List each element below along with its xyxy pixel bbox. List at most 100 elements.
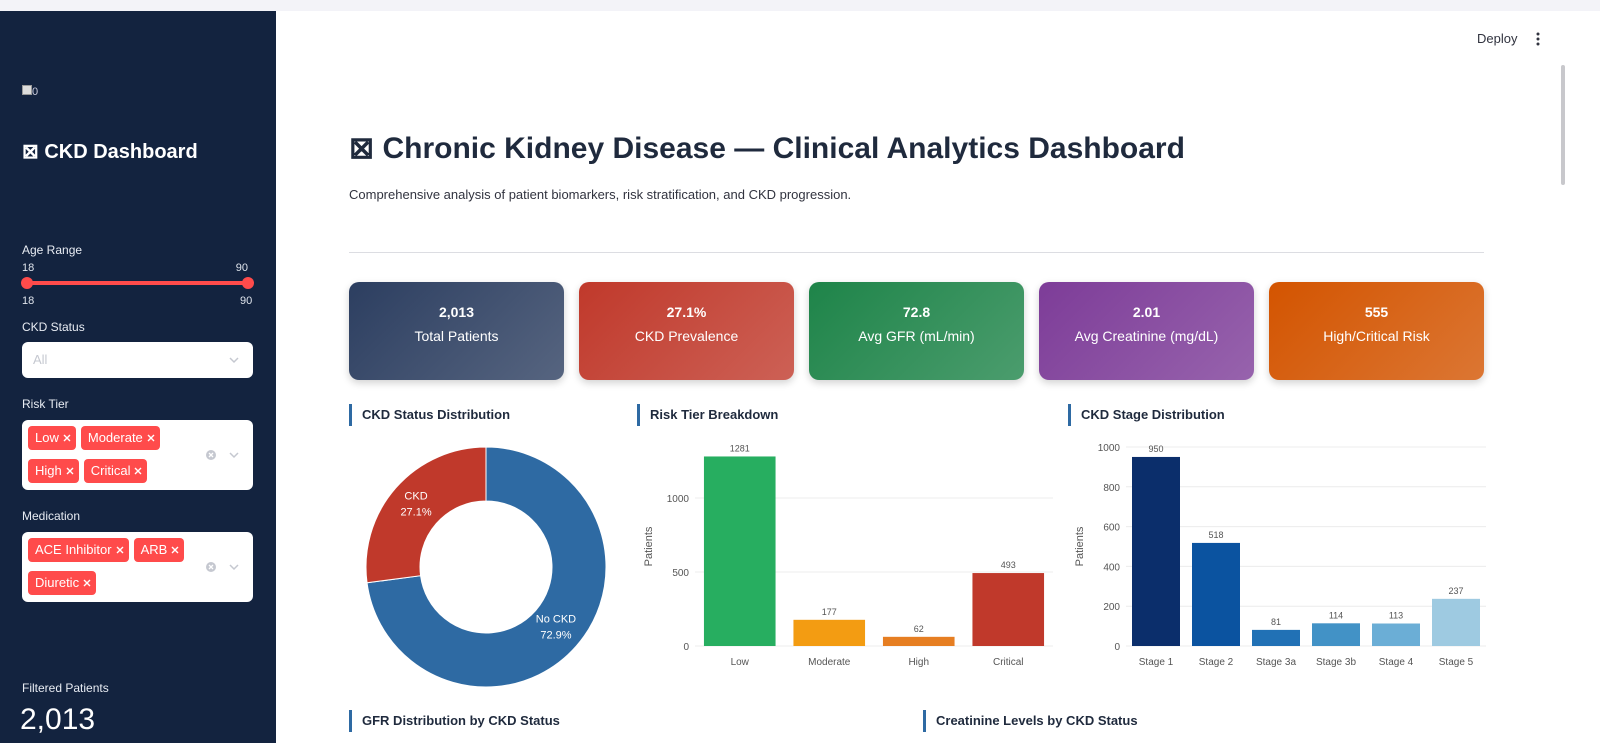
section-title: CKD Status Distribution <box>349 404 510 426</box>
sidebar: 0 ⊠ CKD Dashboard Age Range 18 90 18 90 C… <box>0 11 276 743</box>
select-controls <box>206 562 239 572</box>
y-tick-label: 0 <box>683 642 689 653</box>
age-max: 90 <box>240 295 253 307</box>
slider-handle[interactable] <box>21 277 33 289</box>
kpi-value: 27.1% <box>666 304 707 320</box>
bar <box>1252 629 1300 646</box>
medication-multiselect[interactable]: ACE Inhibitor ARB Diuretic <box>22 532 253 602</box>
x-tick-label: Moderate <box>808 657 851 668</box>
select-controls <box>206 450 239 460</box>
x-tick-label: Stage 4 <box>1379 657 1414 668</box>
slice-value-label: 72.9% <box>540 629 571 641</box>
filtered-value: 2,013 <box>20 703 96 736</box>
logo-alt: 0 <box>32 86 39 98</box>
remove-icon <box>63 434 71 442</box>
bar <box>1312 623 1360 646</box>
x-tick-label: Critical <box>993 657 1024 668</box>
select-placeholder: All <box>33 352 48 367</box>
kpi-value: 2.01 <box>1132 304 1161 320</box>
bar-value-label: 1281 <box>730 443 750 453</box>
main-menu[interactable] <box>1533 31 1543 47</box>
filtered-label: Filtered Patients <box>22 681 109 695</box>
tag: High <box>28 459 79 483</box>
kpi-label: Total Patients <box>414 328 499 344</box>
bar-value-label: 950 <box>1148 444 1163 454</box>
y-axis-title: Patients <box>643 526 655 566</box>
y-tick-label: 800 <box>1103 483 1120 494</box>
bar-value-label: 518 <box>1208 530 1223 540</box>
donut-slice <box>365 446 487 584</box>
kpi-card: 2,013 Total Patients <box>349 282 564 380</box>
bar-value-label: 62 <box>914 624 924 634</box>
y-tick-label: 0 <box>1114 642 1120 653</box>
tag: Low <box>28 426 76 450</box>
kpi-value: 555 <box>1364 304 1389 320</box>
scrollbar[interactable] <box>1561 65 1565 185</box>
y-tick-label: 400 <box>1103 562 1120 573</box>
section-title: GFR Distribution by CKD Status <box>349 710 560 732</box>
remove-icon <box>83 579 91 587</box>
tag-remove[interactable] <box>146 433 156 443</box>
slider-value: 18 <box>22 262 34 274</box>
bar-value-label: 493 <box>1001 560 1016 570</box>
sidebar-title: ⊠ CKD Dashboard <box>22 141 198 163</box>
ckd-status-select[interactable]: All <box>22 342 253 378</box>
slider-value: 90 <box>236 262 248 274</box>
tag: Diuretic <box>28 571 97 595</box>
remove-icon <box>147 434 155 442</box>
bar-value-label: 113 <box>1389 611 1403 621</box>
kpi-label: High/Critical Risk <box>1323 328 1430 344</box>
remove-icon <box>66 467 74 475</box>
donut-slice <box>366 446 607 688</box>
bar <box>703 456 776 646</box>
bar <box>1432 598 1480 646</box>
age-min: 18 <box>22 295 35 307</box>
risk-tier-multiselect[interactable]: Low Moderate High Critical <box>22 420 253 490</box>
tag-remove[interactable] <box>170 545 180 555</box>
bar-value-label: 81 <box>1271 617 1281 627</box>
browser-bar <box>0 0 1600 11</box>
bar <box>1132 456 1180 646</box>
kpi-card: 555 High/Critical Risk <box>1269 282 1484 380</box>
y-tick-label: 600 <box>1103 523 1120 534</box>
y-tick-label: 500 <box>672 568 689 579</box>
x-tick-label: Stage 3a <box>1256 657 1296 668</box>
deploy-button[interactable]: Deploy <box>1477 31 1518 46</box>
slider-handle[interactable] <box>242 277 254 289</box>
bar <box>1372 623 1420 646</box>
bar <box>793 619 866 646</box>
kpi-label: Avg GFR (mL/min) <box>858 328 975 344</box>
broken-image-icon <box>22 85 32 95</box>
tag-label: ARB <box>140 542 168 557</box>
y-tick-label: 1000 <box>667 494 690 505</box>
page-subtitle: Comprehensive analysis of patient biomar… <box>349 187 852 202</box>
chevron <box>229 357 239 364</box>
risk-tier-label: Risk Tier <box>22 397 69 411</box>
tag-remove[interactable] <box>65 466 75 476</box>
y-tick-label: 200 <box>1103 602 1120 613</box>
tag-list: ACE Inhibitor ARB Diuretic <box>28 538 193 595</box>
kpi-card: 2.01 Avg Creatinine (mg/dL) <box>1039 282 1254 380</box>
ckd-status-label: CKD Status <box>22 320 85 334</box>
kpi-row: 2,013 Total Patients 27.1% CKD Prevalence 72… <box>349 282 1484 380</box>
slice-value-label: 27.1% <box>400 507 431 519</box>
tag-remove[interactable] <box>62 433 72 443</box>
slice-label: CKD <box>404 491 427 503</box>
remove-icon <box>116 546 124 554</box>
tag-label: Moderate <box>87 430 143 445</box>
tag-label: Critical <box>90 463 131 478</box>
tag-remove[interactable] <box>82 578 92 588</box>
age-slider: 18 90 <box>0 259 276 309</box>
slice-label: No CKD <box>536 613 576 625</box>
tag-remove[interactable] <box>115 545 125 555</box>
y-axis-title: Patients <box>1074 526 1086 566</box>
bar-value-label: 114 <box>1329 610 1343 620</box>
tag: Moderate <box>80 426 160 450</box>
x-tick-label: Stage 3b <box>1316 657 1356 668</box>
y-tick-label: 1000 <box>1098 443 1121 454</box>
tag-list: Low Moderate High Critical <box>28 426 193 483</box>
tag-remove[interactable] <box>133 466 143 476</box>
tag: ARB <box>133 538 185 562</box>
